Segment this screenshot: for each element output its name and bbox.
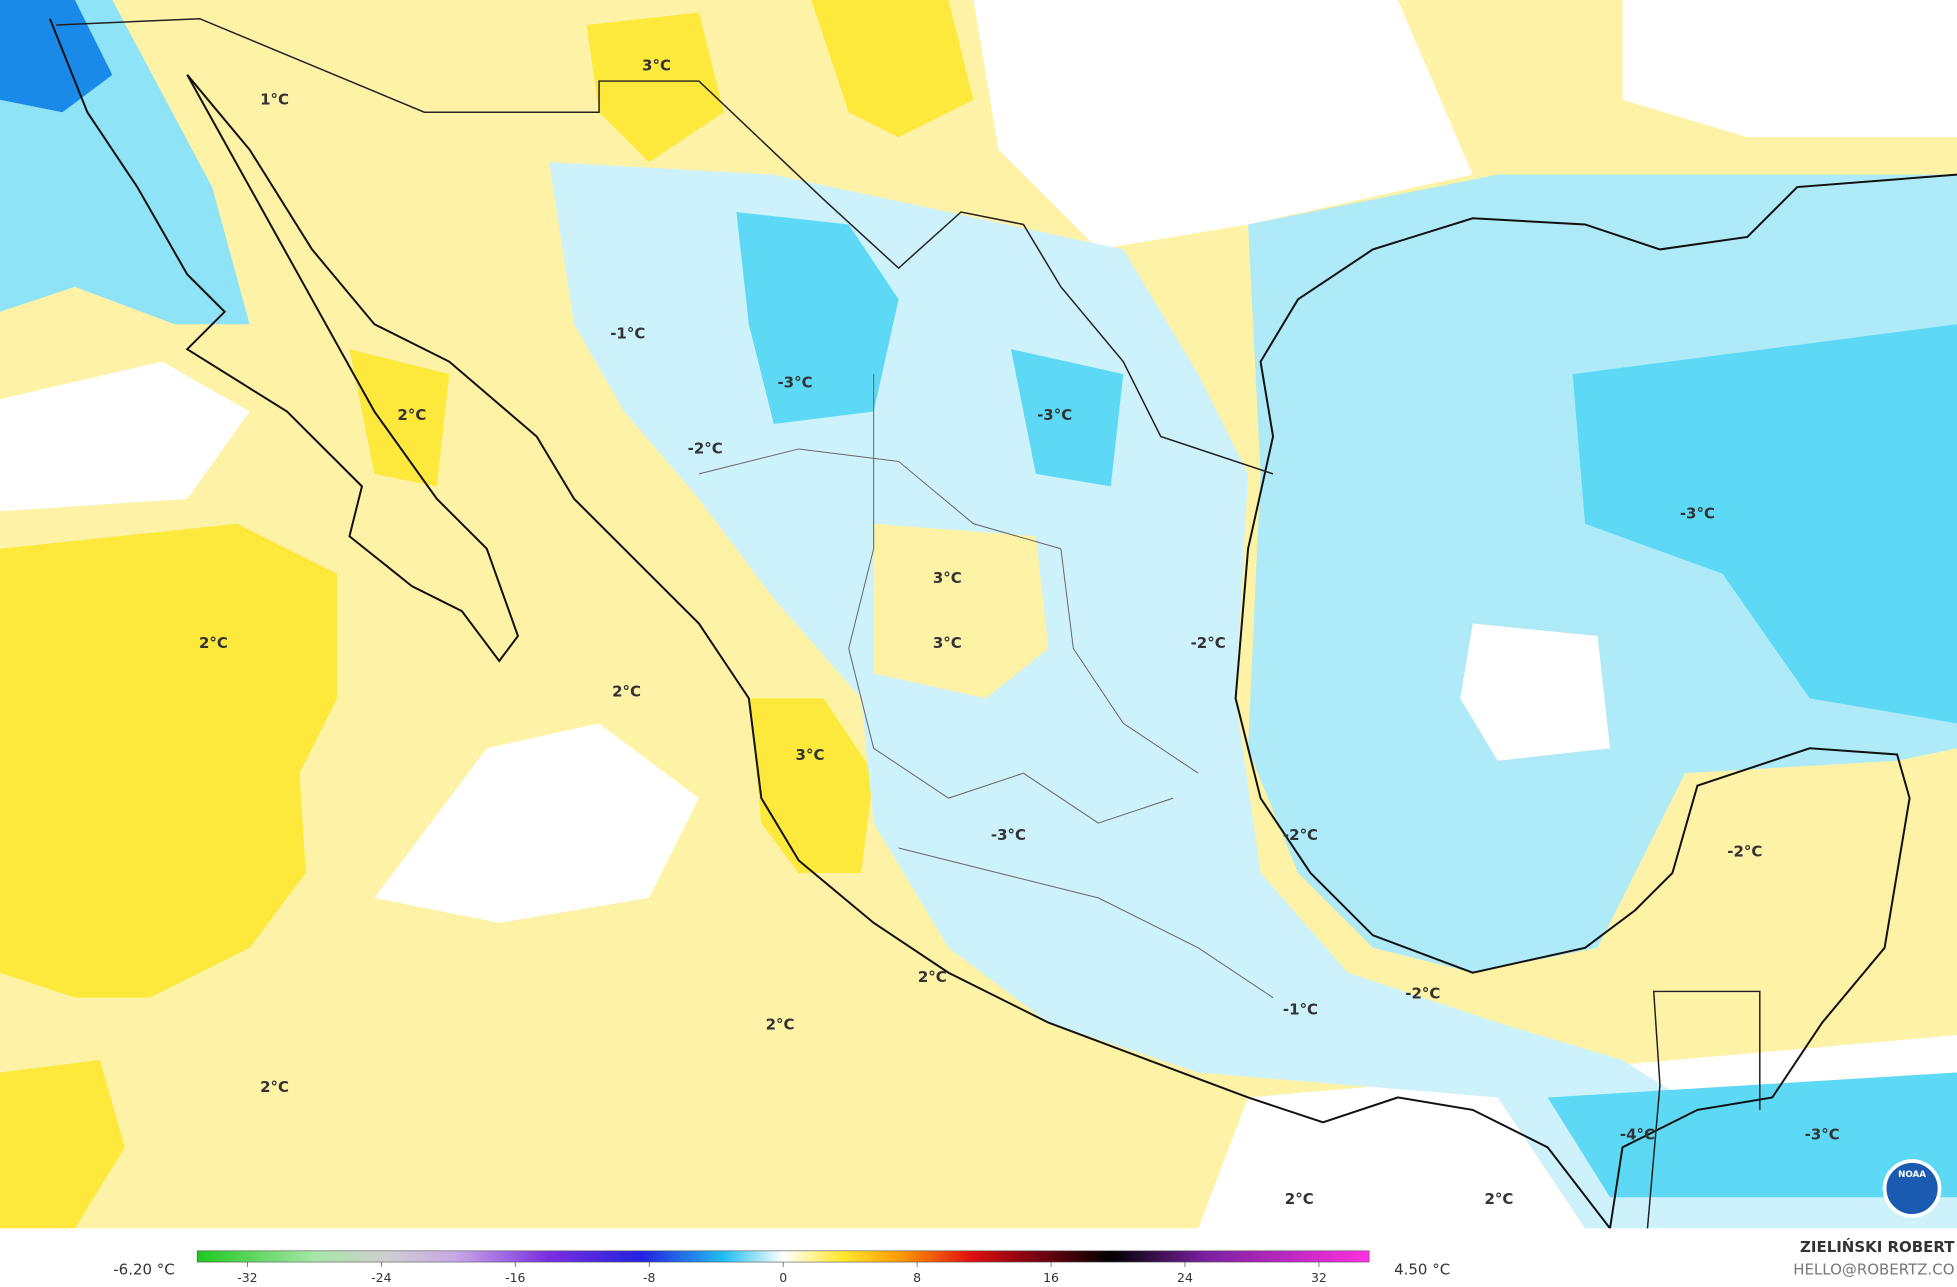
state-border [698,374,1274,999]
colorbar-tick-label: -8 [643,1270,656,1285]
colorbar-tick-label: 24 [1177,1270,1193,1285]
coastline [1234,173,1957,1229]
warm-area [873,523,1049,699]
temperature-label: -1°C [1283,1001,1318,1019]
coastline [186,74,1611,1229]
cold-area [1547,1072,1957,1198]
country-border [1646,990,1761,1229]
colorbar-tick-label: -16 [505,1270,525,1285]
temperature-label: 2°C [397,406,426,424]
colorbar-tick-label: 32 [1311,1270,1327,1285]
neutral-area [1622,0,1957,138]
warm-area [349,349,450,487]
neutral-area [973,0,1473,250]
temperature-label: 2°C [1285,1190,1314,1208]
temperature-label: 1°C [260,90,289,108]
temperature-label: -2°C [1191,634,1226,652]
credit-author: ZIELIŃSKI ROBERT [1800,1237,1955,1256]
neutral-area [0,361,250,512]
temperature-label: -3°C [1680,504,1715,522]
noaa-logo-text: NOAA [1898,1170,1926,1180]
cold-area [0,0,113,113]
warm-area [0,523,337,998]
temperature-label: 2°C [260,1078,289,1096]
warm-area [0,1060,125,1229]
temperature-label: -2°C [1405,984,1440,1002]
temperature-label: -3°C [777,373,812,391]
colorbar-tick-label: 0 [779,1270,787,1285]
cold-area [736,212,899,425]
cold-area [1010,349,1124,487]
temperature-label: 3°C [796,746,825,764]
temperature-label: -3°C [1037,406,1072,424]
temperature-label: -2°C [1283,826,1318,844]
credit-email: HELLO@ROBERTZ.CO [1793,1261,1954,1279]
temperature-label: 3°C [933,634,962,652]
temperature-label: -3°C [991,826,1026,844]
coastline [48,18,520,663]
warm-area [586,12,724,163]
warm-area [811,0,974,138]
colorbar-tick-label: -32 [237,1270,257,1285]
temperature-label: -1°C [610,325,645,343]
colorbar-max: 4.50 °C [1394,1261,1450,1279]
temperature-label: 3°C [933,569,962,587]
temperature-label: 2°C [199,634,228,652]
cold-area [1572,324,1957,724]
temperature-label: -4°C [1620,1125,1655,1143]
country-border [56,17,1274,475]
cool-area [549,162,1957,1229]
colorbar-min: -6.20 °C [113,1261,174,1279]
temperature-label: -3°C [1805,1125,1840,1143]
colorbar-tick-label: 16 [1043,1270,1059,1285]
temperature-label: 2°C [766,1016,795,1034]
colorbar-tick-label: 8 [913,1270,921,1285]
temperature-label: -2°C [688,439,723,457]
temperature-label: 3°C [642,57,671,75]
neutral-area [374,723,699,923]
neutral-area [1460,623,1611,761]
temperature-label: 2°C [612,683,641,701]
colorbar [196,1250,1370,1263]
colorbar-tick-label: -24 [371,1270,391,1285]
temperature-label: 2°C [1485,1190,1514,1208]
noaa-logo [1882,1159,1942,1218]
temperature-label: 2°C [918,968,947,986]
temperature-label: -2°C [1727,842,1762,860]
